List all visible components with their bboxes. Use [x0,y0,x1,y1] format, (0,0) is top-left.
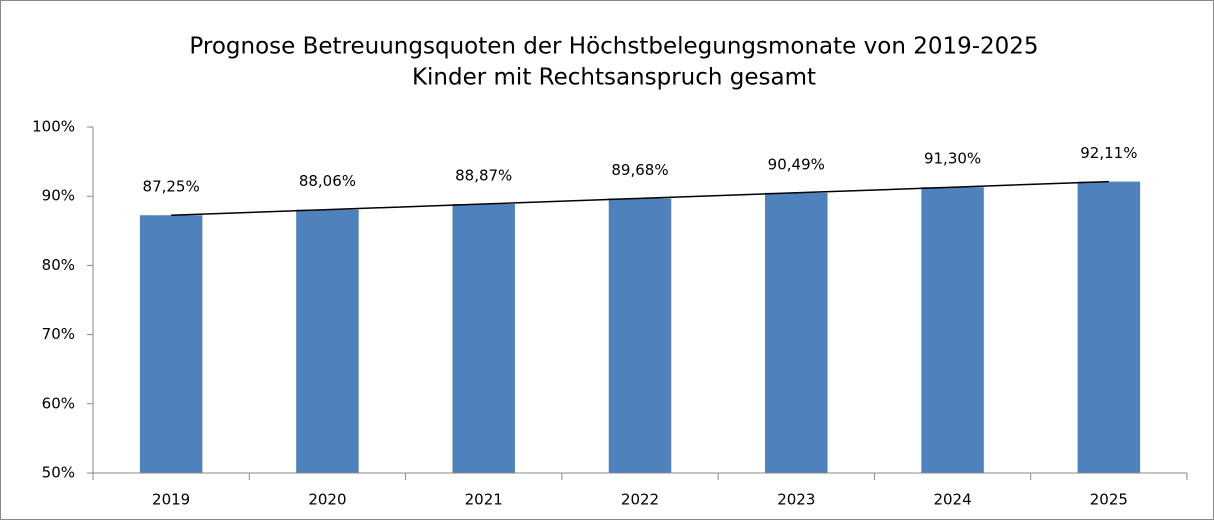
chart-subtitle: Kinder mit Rechtsanspruch gesamt [412,65,816,91]
bar [1077,181,1141,473]
x-tick-label: 2022 [621,491,659,509]
bar [296,209,359,473]
x-tick-label: 2024 [933,491,971,509]
y-tick-label: 100% [32,118,75,136]
y-tick-label: 50% [42,464,75,482]
bar [139,215,203,474]
data-label: 91,30% [924,150,981,168]
bar [452,204,515,473]
data-label: 92,11% [1080,144,1137,162]
x-tick-label: 2023 [777,491,815,509]
trend-line [171,180,1109,216]
chart-title: Prognose Betreuungsquoten der Höchstbele… [189,34,1038,60]
x-tick-label: 2020 [308,491,346,509]
x-tick-label: 2021 [465,491,503,509]
y-tick-label: 90% [42,187,75,205]
data-label: 87,25% [143,178,200,196]
x-tick-label: 2025 [1090,491,1128,509]
y-tick-label: 60% [42,394,75,412]
y-tick-label: 80% [42,256,75,274]
y-tick-label: 70% [42,325,75,343]
bar [765,192,828,473]
data-label: 89,68% [611,161,668,179]
data-label: 90,49% [768,155,825,173]
x-tick-label: 2019 [152,491,190,509]
data-label: 88,87% [455,167,512,185]
bar [608,198,672,473]
bar [921,187,984,474]
data-label: 88,06% [299,172,356,190]
